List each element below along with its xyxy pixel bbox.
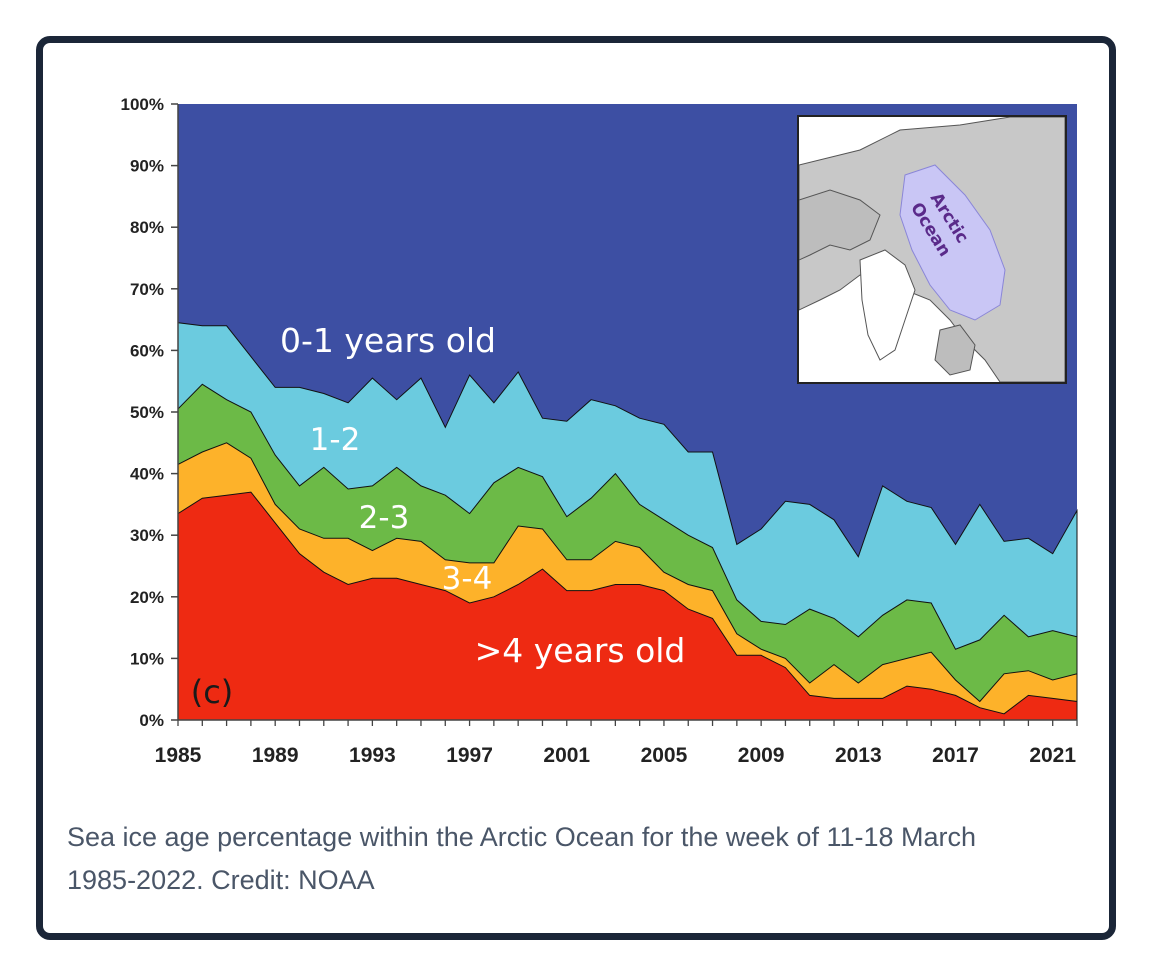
y-tick-label: 50% <box>130 403 164 422</box>
caption-line-2: 1985-2022. Credit: NOAA <box>67 865 375 895</box>
figure-caption: Sea ice age percentage within the Arctic… <box>67 816 1077 902</box>
y-tick-label: 40% <box>130 465 164 484</box>
arctic-ocean-region <box>899 164 1006 321</box>
x-tick-label: 2005 <box>641 744 688 767</box>
series-label-over-4: >4 years old <box>475 631 686 670</box>
series-label-1-2: 1-2 <box>310 422 361 458</box>
axes: 0% 10% 20% 30% 40% 50% 60% 70% 80% 90% 100% 1985 198… <box>121 95 1078 767</box>
y-tick-label: 60% <box>130 341 164 360</box>
y-tick-label: 30% <box>130 526 164 545</box>
x-tick-label: 1985 <box>155 744 202 767</box>
series-label-0-1: 0-1 years old <box>280 321 496 360</box>
y-tick-label: 70% <box>130 280 164 299</box>
y-tick-label: 80% <box>130 218 164 237</box>
panel-label: (c) <box>191 673 234 711</box>
x-tick-label: 2001 <box>543 744 590 767</box>
series-label-3-4: 3-4 <box>442 561 493 597</box>
x-tick-label: 1993 <box>349 744 396 767</box>
sea-ice-age-chart: 0% 10% 20% 30% 40% 50% 60% 70% 80% 90% 100% 1985 198… <box>121 95 1078 767</box>
y-tick-label: 20% <box>130 588 164 607</box>
x-tick-label: 2021 <box>1029 744 1076 767</box>
caption-line-1: Sea ice age percentage within the Arctic… <box>67 822 977 852</box>
greenland-shape <box>859 249 916 361</box>
x-tick-label: 1989 <box>252 744 299 767</box>
y-tick-label: 0% <box>139 711 164 730</box>
x-tick-label: 1997 <box>446 744 493 767</box>
series-label-2-3: 2-3 <box>359 500 410 536</box>
x-tick-label: 2009 <box>738 744 785 767</box>
x-tick-label: 2017 <box>932 744 979 767</box>
inset-map: Arctic Ocean <box>797 115 1067 384</box>
x-tick-label: 2013 <box>835 744 882 767</box>
area-over-4-years <box>177 491 1078 721</box>
y-tick-label: 10% <box>130 649 164 668</box>
y-tick-label: 100% <box>121 95 164 114</box>
y-tick-label: 90% <box>130 157 164 176</box>
